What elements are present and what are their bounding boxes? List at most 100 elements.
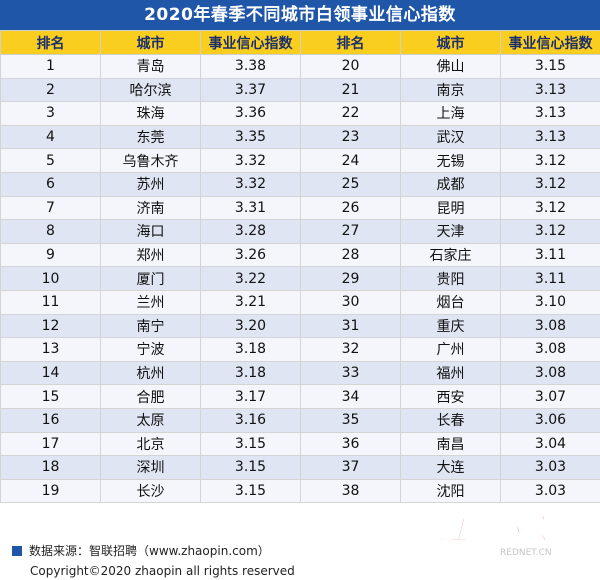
table-row: 14 杭州 3.18 33 福州 3.08 [0, 360, 600, 386]
rank-cell: 24 [300, 148, 401, 173]
city-cell: 重庆 [400, 313, 501, 339]
index-cell: 3.20 [200, 313, 301, 339]
rank-cell: 29 [300, 266, 401, 291]
table-header-row: 排名 城市 事业信心指数 排名 城市 事业信心指数 [0, 30, 600, 55]
index-cell: 3.13 [500, 124, 600, 150]
rank-cell: 8 [0, 219, 101, 244]
table-row: 2 哈尔滨 3.37 21 南京 3.13 [0, 77, 600, 103]
rank-cell: 9 [0, 242, 101, 268]
index-cell: 3.26 [200, 242, 301, 268]
source-row: 数据来源：智联招聘（www.zhaopin.com） [12, 542, 270, 559]
bullet-square-icon [12, 545, 22, 556]
city-cell: 佛山 [400, 54, 501, 79]
city-cell: 珠海 [100, 101, 201, 126]
table-row: 9 郑州 3.26 28 石家庄 3.11 [0, 242, 600, 268]
index-cell: 3.32 [200, 171, 301, 197]
city-cell: 青岛 [100, 54, 201, 79]
rank-cell: 23 [300, 124, 401, 150]
rank-cell: 32 [300, 337, 401, 362]
column-header: 城市 [400, 30, 501, 55]
city-cell: 郑州 [100, 242, 201, 268]
index-cell: 3.31 [200, 195, 301, 221]
table-row: 6 苏州 3.32 25 成都 3.12 [0, 171, 600, 197]
watermark-text: 红网时刻 [438, 513, 563, 548]
index-cell: 3.18 [200, 337, 301, 362]
index-cell: 3.13 [500, 77, 600, 103]
table-row: 11 兰州 3.21 30 烟台 3.10 [0, 289, 600, 315]
table-row: 3 珠海 3.36 22 上海 3.13 [0, 101, 600, 126]
city-cell: 昆明 [400, 195, 501, 221]
rank-cell: 13 [0, 337, 101, 362]
rank-cell: 19 [0, 478, 101, 504]
rank-cell: 35 [300, 407, 401, 433]
table-row: 15 合肥 3.17 34 西安 3.07 [0, 384, 600, 409]
rednet-watermark-logo: 红网时刻 REDNET.CN [437, 512, 563, 558]
rank-cell: 31 [300, 313, 401, 339]
city-cell: 无锡 [400, 148, 501, 173]
rank-cell: 33 [300, 360, 401, 386]
city-cell: 北京 [100, 431, 201, 457]
index-cell: 3.08 [500, 360, 600, 386]
index-cell: 3.15 [200, 431, 301, 457]
index-cell: 3.12 [500, 195, 600, 221]
index-cell: 3.08 [500, 337, 600, 362]
table-row: 10 厦门 3.22 29 贵阳 3.11 [0, 266, 600, 291]
index-cell: 3.15 [200, 455, 301, 480]
index-cell: 3.21 [200, 289, 301, 315]
index-cell: 3.11 [500, 242, 600, 268]
rank-cell: 18 [0, 455, 101, 480]
city-cell: 深圳 [100, 455, 201, 480]
ranking-table: 排名 城市 事业信心指数 排名 城市 事业信心指数 1 青岛 3.38 20 佛山 3.15 2 哈尔滨… [0, 30, 600, 504]
index-cell: 3.03 [500, 478, 600, 504]
rank-cell: 3 [0, 101, 101, 126]
table-row: 5 乌鲁木齐 3.32 24 无锡 3.12 [0, 148, 600, 173]
table-row: 12 南宁 3.20 31 重庆 3.08 [0, 313, 600, 339]
table-row: 13 宁波 3.18 32 广州 3.08 [0, 337, 600, 362]
table-row: 17 北京 3.15 36 南昌 3.04 [0, 431, 600, 457]
city-cell: 上海 [400, 101, 501, 126]
rank-cell: 20 [300, 54, 401, 79]
index-cell: 3.15 [500, 54, 600, 79]
city-cell: 乌鲁木齐 [100, 148, 201, 173]
city-cell: 南昌 [400, 431, 501, 457]
city-cell: 海口 [100, 219, 201, 244]
index-cell: 3.04 [500, 431, 600, 457]
city-cell: 沈阳 [400, 478, 501, 504]
index-cell: 3.11 [500, 266, 600, 291]
index-cell: 3.36 [200, 101, 301, 126]
rank-cell: 17 [0, 431, 101, 457]
index-cell: 3.37 [200, 77, 301, 103]
rank-cell: 28 [300, 242, 401, 268]
index-cell: 3.13 [500, 101, 600, 126]
city-cell: 西安 [400, 384, 501, 409]
column-header: 排名 [0, 30, 101, 55]
index-cell: 3.17 [200, 384, 301, 409]
table-row: 7 济南 3.31 26 昆明 3.12 [0, 195, 600, 221]
city-cell: 武汉 [400, 124, 501, 150]
column-header: 事业信心指数 [200, 30, 301, 55]
column-header: 排名 [300, 30, 401, 55]
rank-cell: 22 [300, 101, 401, 126]
index-cell: 3.15 [200, 478, 301, 504]
city-cell: 济南 [100, 195, 201, 221]
rank-cell: 7 [0, 195, 101, 221]
rank-cell: 14 [0, 360, 101, 386]
city-cell: 南京 [400, 77, 501, 103]
city-cell: 厦门 [100, 266, 201, 291]
source-text: 数据来源：智联招聘（www.zhaopin.com） [29, 544, 270, 558]
column-header: 城市 [100, 30, 201, 55]
city-cell: 苏州 [100, 171, 201, 197]
index-cell: 3.32 [200, 148, 301, 173]
page-title: 2020年春季不同城市白领事业信心指数 [0, 0, 600, 30]
rank-cell: 10 [0, 266, 101, 291]
city-cell: 成都 [400, 171, 501, 197]
rank-cell: 27 [300, 219, 401, 244]
city-cell: 广州 [400, 337, 501, 362]
rank-cell: 6 [0, 171, 101, 197]
column-header: 事业信心指数 [500, 30, 600, 55]
city-cell: 合肥 [100, 384, 201, 409]
rank-cell: 30 [300, 289, 401, 315]
rank-cell: 16 [0, 407, 101, 433]
watermark-subtext: REDNET.CN [500, 548, 552, 558]
rank-cell: 34 [300, 384, 401, 409]
